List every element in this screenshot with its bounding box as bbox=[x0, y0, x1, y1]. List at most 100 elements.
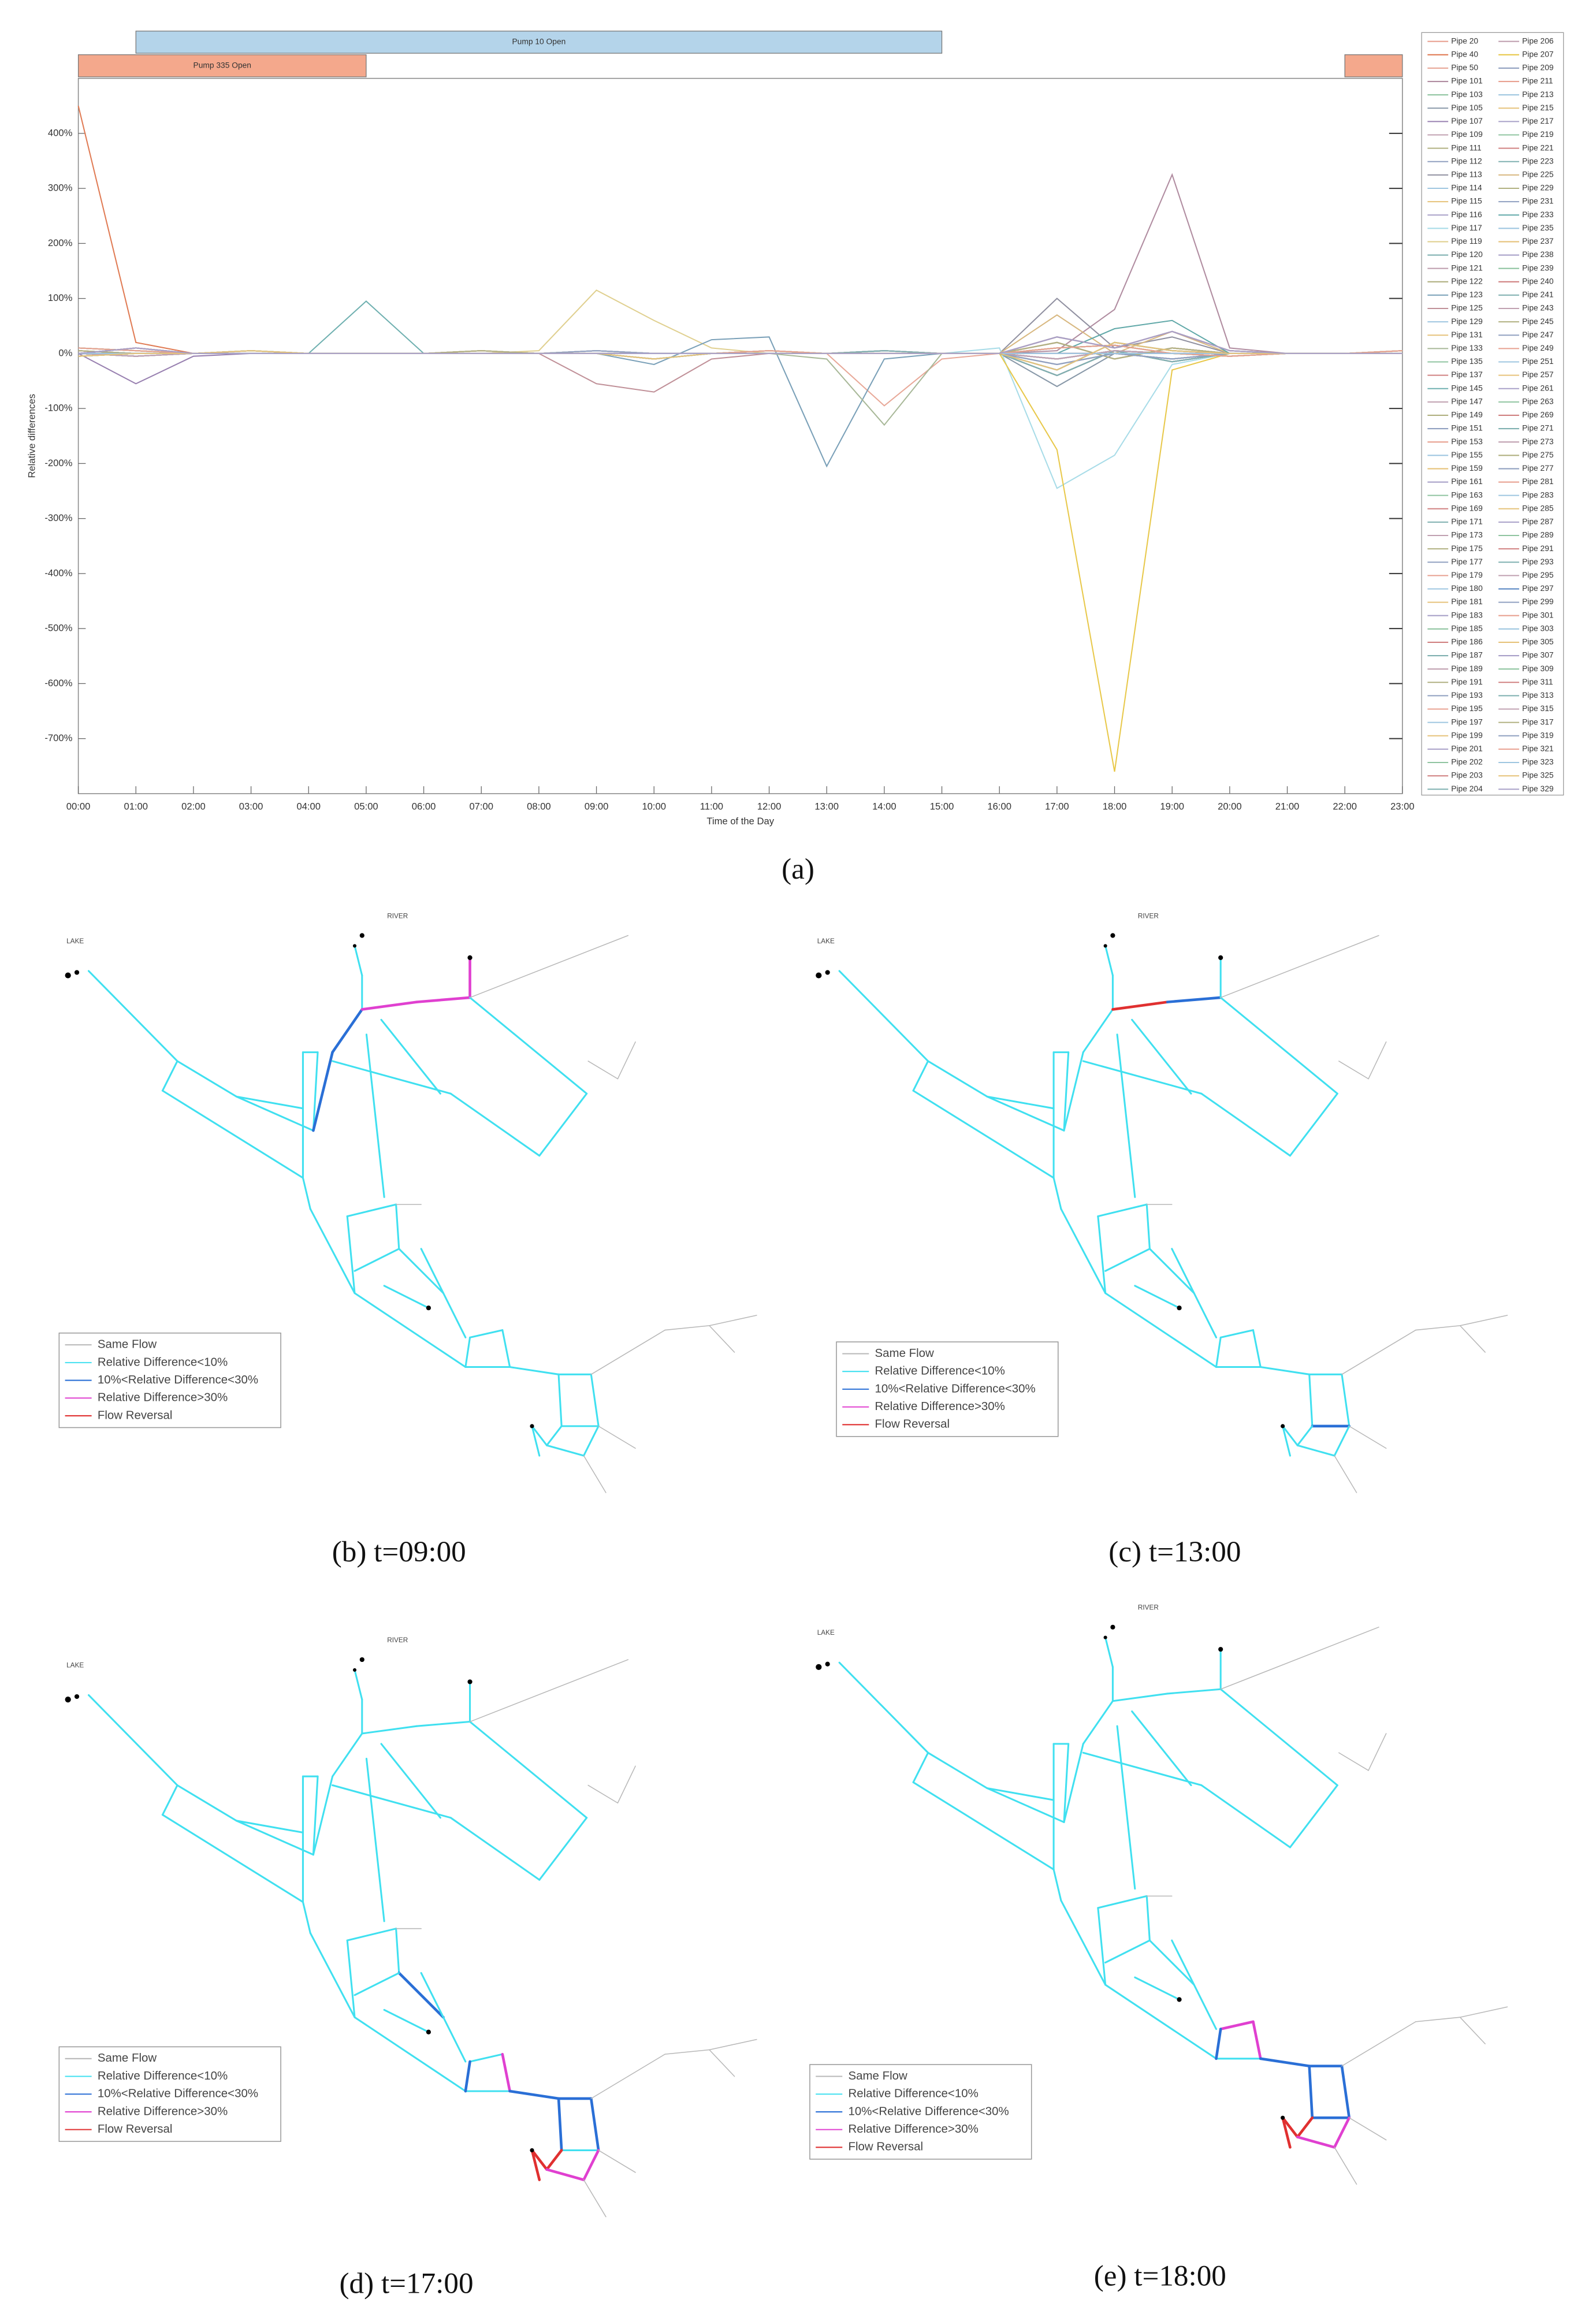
pipe bbox=[1215, 1336, 1222, 1368]
legend-label: Pipe 309 bbox=[1522, 664, 1554, 673]
pipe bbox=[1296, 2136, 1336, 2149]
pipe bbox=[380, 1018, 441, 1095]
pipe bbox=[161, 1089, 304, 1179]
legend-label: Pipe 257 bbox=[1522, 370, 1553, 379]
pipe bbox=[383, 2008, 430, 2033]
pipe bbox=[1097, 1907, 1107, 1986]
legend-label: Flow Reversal bbox=[98, 1408, 173, 1422]
legend-label: Pipe 199 bbox=[1451, 730, 1483, 739]
pipe bbox=[1104, 1984, 1218, 2060]
source-label: RIVER bbox=[1138, 912, 1159, 920]
pipe bbox=[464, 2060, 471, 2093]
legend-label: Flow Reversal bbox=[875, 1418, 950, 1431]
pipe bbox=[912, 1089, 1055, 1179]
pipe bbox=[590, 2054, 666, 2099]
legend-label: Pipe 169 bbox=[1451, 503, 1483, 512]
pump-label: Pump 335 Open bbox=[194, 61, 251, 70]
pipe bbox=[598, 1426, 636, 1449]
pipe bbox=[590, 1329, 666, 1375]
legend-label: Pipe 193 bbox=[1451, 690, 1483, 700]
pipe bbox=[176, 1784, 237, 1822]
pipe bbox=[1116, 1725, 1136, 1890]
legend-label: Pipe 305 bbox=[1522, 637, 1554, 646]
network-panel: LAKE RIVER bbox=[65, 1636, 757, 2218]
legend-label: Pipe 233 bbox=[1522, 210, 1554, 219]
pipe bbox=[501, 1329, 511, 1368]
pipe bbox=[617, 1041, 636, 1080]
legend-label: Pipe 175 bbox=[1451, 544, 1483, 553]
pump-bar bbox=[77, 54, 367, 77]
node bbox=[426, 2029, 431, 2034]
x-tick-label: 18:00 bbox=[1103, 801, 1127, 812]
pipe bbox=[302, 1177, 311, 1210]
pipe bbox=[664, 2049, 710, 2055]
pipe bbox=[354, 944, 363, 977]
node bbox=[65, 1697, 71, 1703]
legend-label: Pipe 195 bbox=[1451, 704, 1483, 713]
node bbox=[816, 1664, 822, 1670]
pipe bbox=[1259, 2057, 1311, 2067]
pipe bbox=[1060, 1208, 1107, 1295]
legend-label: Pipe 137 bbox=[1451, 370, 1482, 379]
pipe bbox=[1111, 1000, 1169, 1011]
pipe bbox=[1281, 2116, 1292, 2149]
legend-label: Pipe 149 bbox=[1451, 410, 1483, 419]
legend-label: Pipe 231 bbox=[1522, 196, 1553, 206]
legend-label: Pipe 183 bbox=[1451, 610, 1483, 619]
legend-label: Pipe 197 bbox=[1451, 717, 1482, 726]
pipe bbox=[1104, 1636, 1114, 1668]
legend-label: Pipe 101 bbox=[1451, 76, 1482, 85]
pump-bar bbox=[1344, 54, 1403, 77]
legend-label: Pipe 204 bbox=[1451, 784, 1483, 793]
node bbox=[825, 1661, 830, 1667]
legend-label: Pipe 112 bbox=[1451, 156, 1482, 165]
pipe bbox=[583, 1455, 607, 1493]
pipe bbox=[1340, 2065, 1351, 2119]
legend-label: Pipe 103 bbox=[1451, 90, 1483, 99]
node bbox=[359, 1657, 364, 1662]
legend-label: Pipe 245 bbox=[1522, 317, 1554, 326]
legend-label: Pipe 187 bbox=[1451, 650, 1482, 660]
pipe bbox=[235, 1095, 314, 1132]
legend-label: Pipe 283 bbox=[1522, 490, 1554, 499]
legend-box bbox=[809, 2064, 1032, 2160]
pipe bbox=[1348, 1426, 1387, 1449]
y-axis-label: Relative differences bbox=[27, 394, 38, 478]
pipe bbox=[986, 1787, 1065, 1824]
y-tick-label: -300% bbox=[44, 512, 72, 523]
node bbox=[74, 970, 80, 975]
pipe bbox=[397, 1972, 445, 2019]
legend-label: Pipe 206 bbox=[1522, 36, 1554, 45]
pipe bbox=[1282, 1425, 1291, 1457]
pipe bbox=[590, 2097, 600, 2152]
x-tick-label: 21:00 bbox=[1275, 801, 1300, 812]
pipe bbox=[420, 1972, 467, 2063]
x-tick-label: 22:00 bbox=[1333, 801, 1357, 812]
legend-label: Pipe 211 bbox=[1522, 76, 1553, 85]
pipe bbox=[1219, 2020, 1255, 2030]
pipe bbox=[312, 1051, 334, 1132]
pipe bbox=[469, 996, 588, 1095]
pipe bbox=[1333, 1425, 1351, 1457]
pipe bbox=[161, 1784, 178, 1816]
legend-label: Relative Difference>30% bbox=[98, 1391, 228, 1404]
legend-label: Pipe 223 bbox=[1522, 156, 1554, 165]
pipe bbox=[235, 1095, 304, 1110]
pipe bbox=[509, 1366, 560, 1375]
node bbox=[65, 972, 71, 979]
pipe bbox=[309, 1932, 356, 2018]
pipe bbox=[302, 1901, 311, 1934]
x-tick-label: 11:00 bbox=[700, 801, 723, 812]
pipe bbox=[1060, 1899, 1107, 1986]
pipe bbox=[1134, 1285, 1181, 1309]
pipe bbox=[582, 2149, 600, 2181]
legend-label: Pipe 323 bbox=[1522, 757, 1554, 767]
pipe bbox=[545, 2149, 563, 2171]
legend-label: Pipe 289 bbox=[1522, 530, 1554, 540]
legend-label: Pipe 291 bbox=[1522, 544, 1553, 553]
legend-label: Pipe 153 bbox=[1451, 437, 1483, 446]
source-label: RIVER bbox=[1138, 1604, 1159, 1612]
x-tick-label: 00:00 bbox=[66, 801, 91, 812]
pipe bbox=[1459, 2017, 1486, 2045]
